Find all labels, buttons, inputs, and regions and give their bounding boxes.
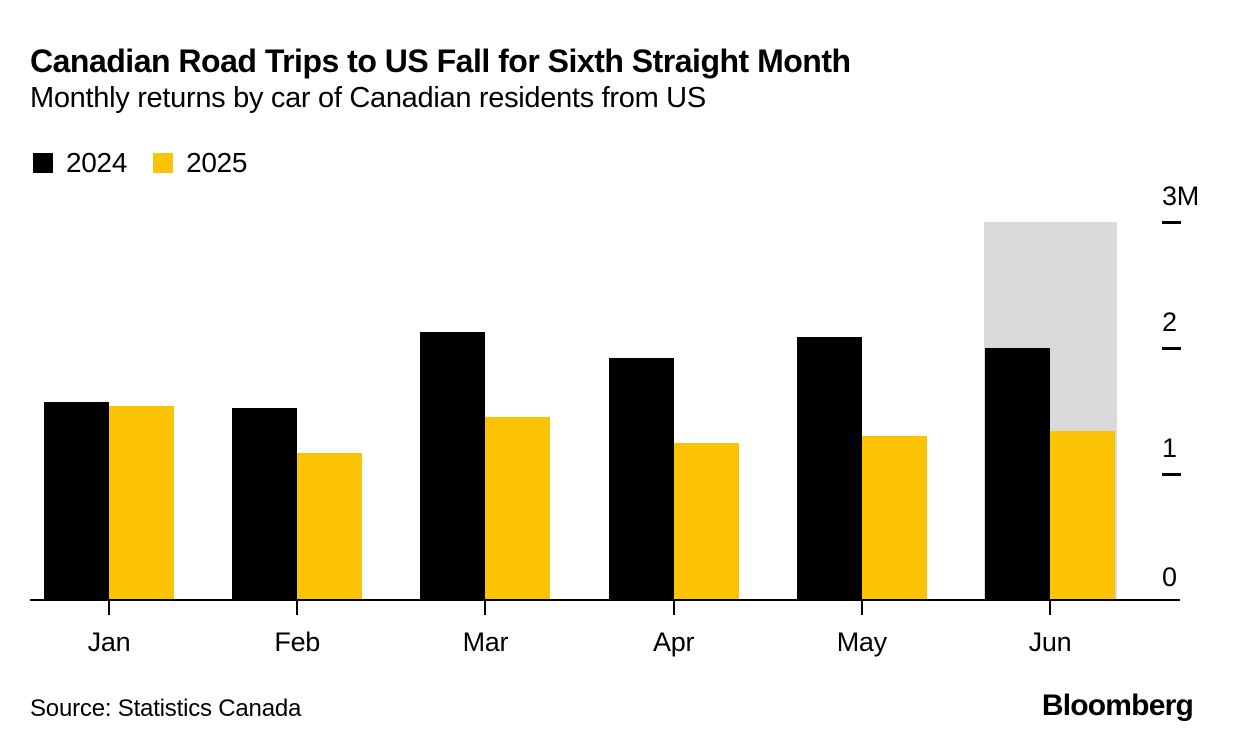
bar-2025-apr xyxy=(673,442,739,600)
x-tick-may xyxy=(860,601,863,615)
y-tick-2 xyxy=(1162,347,1181,350)
legend-label-2025: 2025 xyxy=(186,147,248,178)
x-label-jun: Jun xyxy=(1028,627,1072,657)
source-note: Source: Statistics Canada xyxy=(30,695,302,722)
x-label-feb: Feb xyxy=(274,627,320,657)
bar-2024-apr xyxy=(608,358,674,600)
bar-2024-jun xyxy=(985,348,1050,600)
bar-2024-may xyxy=(796,336,862,600)
y-label-3m: 3M xyxy=(1162,181,1199,211)
y-tick-1 xyxy=(1162,473,1181,476)
x-label-jan: Jan xyxy=(87,627,131,657)
bar-2025-mar xyxy=(485,417,551,600)
x-tick-apr xyxy=(672,601,675,615)
x-tick-feb xyxy=(296,601,299,615)
bar-2025-feb xyxy=(297,452,363,600)
legend-swatch-2025 xyxy=(153,153,174,173)
legend-label-2024: 2024 xyxy=(66,147,128,178)
x-label-apr: Apr xyxy=(653,627,695,657)
x-label-mar: Mar xyxy=(462,627,509,657)
bar-2024-jan xyxy=(44,402,109,600)
y-tick-3m xyxy=(1162,221,1181,224)
x-label-may: May xyxy=(836,627,887,657)
bar-2025-jan xyxy=(109,405,174,600)
bar-2025-may xyxy=(861,436,927,600)
legend-item-2025: 2025 xyxy=(153,147,247,179)
y-label-0: 0 xyxy=(1162,562,1177,592)
bar-2025-jun xyxy=(1050,431,1115,600)
bar-2024-feb xyxy=(232,408,298,600)
bloomberg-logo: Bloomberg xyxy=(1041,689,1194,722)
legend-swatch-2024 xyxy=(33,153,53,173)
legend: 2024 2025 xyxy=(33,147,247,179)
bar-2024-mar xyxy=(420,331,486,600)
x-tick-jun xyxy=(1049,601,1051,615)
y-label-2: 2 xyxy=(1162,307,1177,337)
x-tick-jan xyxy=(108,601,110,615)
chart-title: Canadian Road Trips to US Fall for Sixth… xyxy=(30,43,851,79)
chart-subtitle: Monthly returns by car of Canadian resid… xyxy=(30,82,706,114)
x-axis-line xyxy=(30,599,1180,601)
y-label-1: 1 xyxy=(1162,433,1177,463)
x-tick-mar xyxy=(484,601,487,615)
legend-item-2024: 2024 xyxy=(33,147,127,179)
